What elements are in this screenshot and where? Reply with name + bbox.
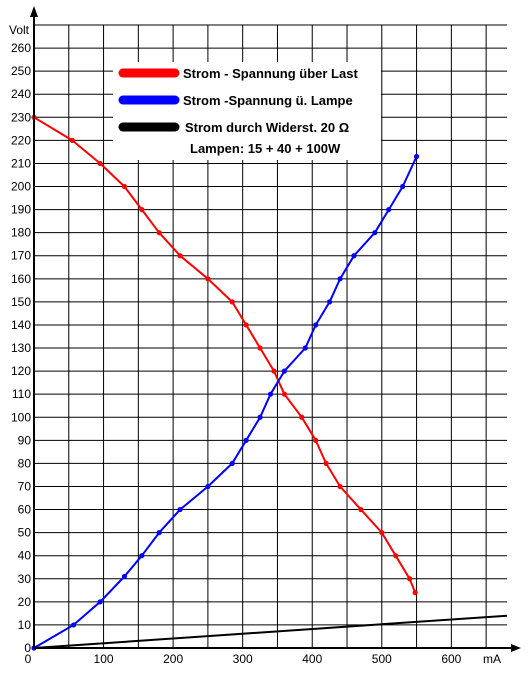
y-tick-label: 160 [11,272,31,286]
series-line-2 [33,614,508,649]
data-point-series-1 [413,153,420,160]
data-point-series-0 [156,230,162,236]
y-tick-label: 50 [18,526,32,540]
data-point-series-0 [337,483,343,490]
legend-box [113,62,381,160]
data-point-series-0 [69,137,75,143]
y-tick-label: 80 [18,456,32,470]
grid [33,24,507,649]
y-tick-label: 170 [11,249,31,263]
data-point-series-1 [177,506,183,513]
y-tick-label: 110 [12,387,31,401]
data-point-series-0 [243,322,249,328]
data-point-series-1 [327,299,333,305]
data-point-series-1 [337,276,343,282]
x-tick-label: 100 [94,652,114,666]
data-point-series-1 [386,206,392,213]
data-point-series-1 [229,460,235,467]
data-point-series-1 [281,368,288,374]
y-tick-label: 130 [11,341,31,355]
y-tick-label: 140 [11,318,31,332]
data-point-series-1 [97,599,103,605]
y-tick-label: 260 [11,41,31,55]
x-tick-label: 500 [372,652,392,666]
legend: Strom - Spannung über Last Strom -Spannu… [113,62,381,160]
data-point-series-0 [139,206,145,213]
y-tick-label: 250 [11,64,31,78]
y-tick-label: 230 [11,110,31,124]
data-point-series-0 [177,253,183,259]
data-point-series-0 [257,345,263,351]
y-tick-label: 30 [18,572,32,586]
data-point-series-0 [393,553,399,559]
data-point-series-0 [205,276,211,282]
data-point-series-0 [358,506,364,513]
x-axis-arrow [511,644,521,652]
y-tick-label: 200 [11,180,31,194]
y-tick-label: 150 [11,295,31,309]
data-point-series-1 [71,622,77,628]
x-tick-label: 600 [441,652,461,666]
data-point-series-0 [121,183,128,190]
legend-label-lamp: Strom -Spannung ü. Lampe [183,93,353,108]
data-point-series-0 [281,391,288,397]
data-point-series-1 [205,483,211,490]
x-tick-label: 300 [233,652,253,666]
y-tick-label: 220 [11,133,31,147]
axes [30,6,521,652]
data-point-series-0 [313,437,319,443]
data-point-series-1 [243,437,249,443]
data-point-series-0 [97,160,103,167]
data-point-series-1 [156,530,162,536]
x-axis-label: mA [483,652,501,666]
series-line-1 [33,156,418,649]
tick-labels: 0 10 20 30 40 50 60 70 80 90 100 110 120 130 140 150 160… [9,23,501,666]
data-point-series-1 [257,414,263,420]
x-tick-label: 400 [302,652,322,666]
y-tick-label: 210 [11,156,31,170]
y-tick-label: 100 [11,410,31,424]
data-point-series-0 [379,530,385,536]
data-point-series-1 [302,345,308,351]
y-axis-label: Volt [9,23,30,37]
series-lines [31,114,508,651]
data-point-series-1 [267,391,274,397]
y-tick-label: 20 [18,595,32,609]
x-tick-label: 200 [163,652,183,666]
y-tick-label: 10 [18,618,32,632]
data-point-series-1 [139,553,145,559]
series-line-0 [33,116,417,593]
data-point-series-0 [299,414,305,420]
data-point-series-1 [372,230,378,236]
y-axis-arrow [30,6,38,17]
data-point-series-0 [323,460,329,467]
y-tick-label: 0 [24,641,31,655]
data-point-series-0 [412,590,418,596]
data-point-series-1 [313,322,319,328]
legend-label-resistor: Strom durch Widerst. 20 Ω [185,120,349,135]
y-tick-label: 90 [18,433,32,447]
x-tick-label: 0 [25,652,32,666]
y-tick-label: 190 [11,203,31,217]
data-point-series-0 [407,576,413,582]
data-point-series-0 [229,299,235,305]
data-point-series-1 [400,183,406,190]
legend-annotation: Lampen: 15 + 40 + 100W [190,141,341,156]
y-tick-label: 60 [18,503,32,517]
data-point-series-1 [351,253,357,259]
y-tick-label: 180 [11,226,31,240]
y-tick-label: 240 [11,87,31,101]
y-tick-label: 40 [18,549,32,563]
data-point-series-1 [121,573,128,580]
y-tick-label: 70 [18,479,32,493]
legend-label-load: Strom - Spannung über Last [183,66,358,81]
y-tick-label: 120 [11,364,31,378]
data-point-series-0 [271,368,277,374]
